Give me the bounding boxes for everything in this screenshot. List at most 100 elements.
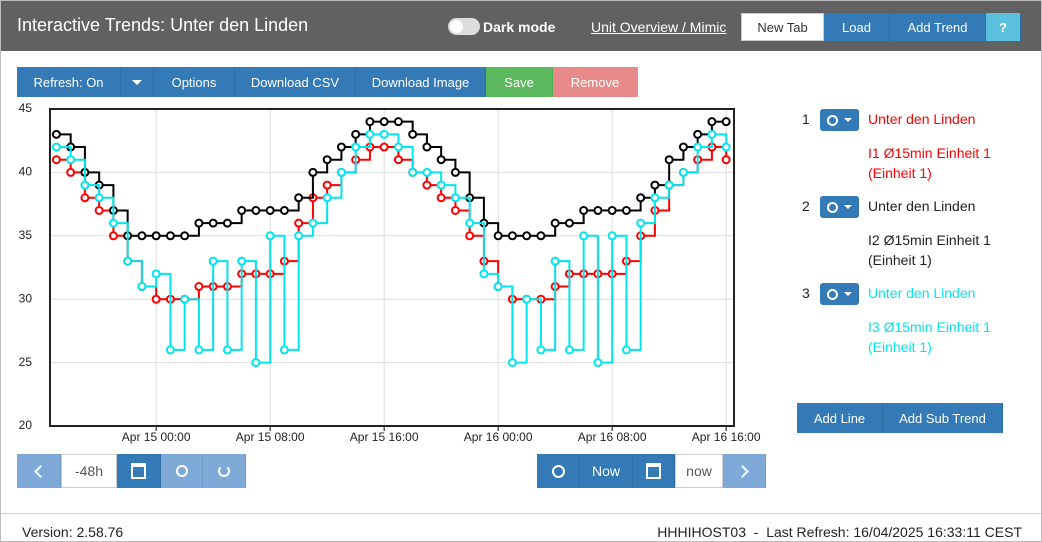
point xyxy=(322,155,332,165)
point xyxy=(707,129,717,139)
x-tick-label: Apr 16 00:00 xyxy=(464,430,533,444)
step-segment xyxy=(284,235,300,351)
options-button[interactable]: Options xyxy=(154,67,235,97)
add-sub-trend-button[interactable]: Add Sub Trend xyxy=(883,403,1003,433)
now-button[interactable]: Now xyxy=(580,454,633,488)
point xyxy=(636,193,646,203)
legend-options-button[interactable] xyxy=(820,109,859,131)
point xyxy=(336,167,346,177)
point xyxy=(593,205,603,215)
point xyxy=(123,256,133,266)
load-button[interactable]: Load xyxy=(824,13,890,41)
end-input[interactable]: now xyxy=(675,454,723,488)
reset-button[interactable] xyxy=(203,454,246,488)
x-tick-label: Apr 15 08:00 xyxy=(236,430,305,444)
toggle[interactable] xyxy=(448,18,480,35)
step-segment xyxy=(498,285,514,363)
status: HHHIHOST03 - Last Refresh: 16/04/2025 16… xyxy=(657,524,1022,540)
version: Version: 2.58.76 xyxy=(22,524,124,540)
step-segment xyxy=(341,147,357,174)
y-tick-label: 35 xyxy=(19,228,33,242)
point xyxy=(194,345,204,355)
clock-button[interactable] xyxy=(537,454,580,488)
step-segment xyxy=(455,171,471,198)
download-image-button[interactable]: Download Image xyxy=(356,67,486,97)
point xyxy=(664,155,674,165)
point xyxy=(51,142,61,152)
calendar-button[interactable] xyxy=(117,454,161,488)
point xyxy=(237,205,247,215)
point xyxy=(322,193,332,203)
legend-name: Unter den Linden xyxy=(868,198,976,214)
range-input[interactable]: -48h xyxy=(61,454,117,488)
remove-button[interactable]: Remove xyxy=(553,67,638,97)
step-segment xyxy=(170,299,186,351)
point xyxy=(436,193,446,203)
point xyxy=(422,142,432,152)
point xyxy=(208,218,218,228)
add-line-button[interactable]: Add Line xyxy=(797,403,883,433)
point xyxy=(493,282,503,292)
point xyxy=(265,205,275,215)
refresh-caret[interactable] xyxy=(121,67,154,97)
point xyxy=(393,155,403,165)
point xyxy=(251,358,261,368)
point xyxy=(465,218,475,228)
point xyxy=(180,231,190,241)
y-tick-label: 45 xyxy=(19,101,33,115)
point xyxy=(165,231,175,241)
legend-name: Unter den Linden xyxy=(868,111,976,127)
step-segment xyxy=(526,298,542,350)
forward-button[interactable] xyxy=(723,454,766,488)
point xyxy=(721,117,731,127)
point xyxy=(522,231,532,241)
point xyxy=(379,129,389,139)
step-segment xyxy=(640,197,656,225)
step-segment xyxy=(113,222,129,262)
point xyxy=(194,282,204,292)
step-segment xyxy=(612,234,628,350)
help-button[interactable]: ? xyxy=(986,13,1021,41)
legend-options-button[interactable] xyxy=(820,196,859,218)
point xyxy=(294,193,304,203)
point xyxy=(422,180,432,190)
dark-mode-label: Dark mode xyxy=(483,19,556,35)
point xyxy=(693,129,703,139)
point xyxy=(108,218,118,228)
point xyxy=(151,269,161,279)
refresh-button[interactable]: Refresh: On xyxy=(17,67,121,97)
legend-index: 3 xyxy=(802,285,810,301)
point xyxy=(308,218,318,228)
point xyxy=(650,180,660,190)
point xyxy=(678,167,688,177)
point xyxy=(393,142,403,152)
step-segment xyxy=(312,197,329,225)
step-segment xyxy=(569,235,585,351)
step-segment xyxy=(184,298,200,350)
step-segment xyxy=(597,235,614,364)
legend-index: 1 xyxy=(802,111,810,127)
end-calendar-button[interactable] xyxy=(633,454,675,488)
step-segment xyxy=(455,196,471,224)
step-segment xyxy=(127,260,143,287)
step-segment xyxy=(583,234,599,363)
back-button[interactable] xyxy=(17,454,61,488)
point xyxy=(222,218,232,228)
point xyxy=(66,155,76,165)
save-button[interactable]: Save xyxy=(486,67,553,97)
legend-options-button[interactable] xyxy=(820,283,859,305)
step-segment xyxy=(198,261,215,351)
mimic-link[interactable]: Unit Overview / Mimic xyxy=(591,19,727,35)
point xyxy=(550,218,560,228)
point xyxy=(51,129,61,139)
page-title: Interactive Trends: Unter den Linden xyxy=(17,15,309,35)
download-csv-button[interactable]: Download CSV xyxy=(235,67,356,97)
step-segment xyxy=(70,158,86,186)
legend-label: I2 Ø15min Einheit 1 (Einheit 1) xyxy=(868,232,991,268)
zoom-button[interactable] xyxy=(161,454,203,488)
point xyxy=(393,117,403,127)
x-tick-label: Apr 16 08:00 xyxy=(578,430,647,444)
new-tab-button[interactable]: New Tab xyxy=(741,13,824,41)
add-trend-button[interactable]: Add Trend xyxy=(890,13,986,41)
